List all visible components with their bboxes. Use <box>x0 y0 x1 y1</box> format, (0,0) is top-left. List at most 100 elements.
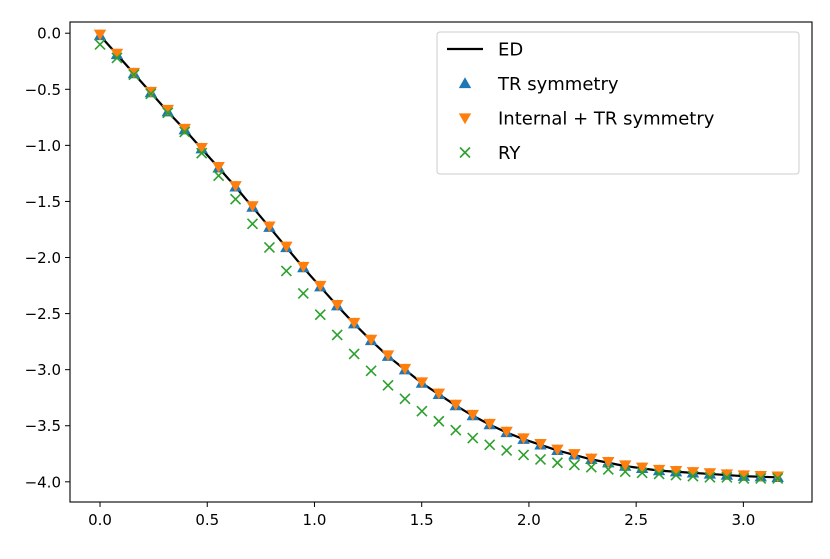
data-point-internal-tr-symmetry <box>297 261 310 273</box>
data-point-internal-tr-symmetry <box>635 462 649 474</box>
data-point-internal-tr-symmetry <box>280 241 293 253</box>
data-point-ry-stroke-b <box>246 218 259 230</box>
legend-box <box>436 31 800 175</box>
data-point-internal-tr-symmetry <box>568 449 581 460</box>
data-point-ry <box>263 241 276 253</box>
y-tick-label: 0.0 <box>37 25 61 43</box>
plot-area <box>93 29 784 485</box>
data-point-ry <box>145 88 157 100</box>
data-point-ry <box>280 265 292 277</box>
data-point-ry <box>568 459 580 471</box>
legend-item-internal-tr-symmetry: Internal + TR symmetry <box>458 109 715 130</box>
data-point-ry-stroke-b <box>636 467 648 479</box>
data-point-ry <box>297 287 309 299</box>
data-point-ry <box>670 469 682 481</box>
data-point-ry <box>365 365 377 377</box>
data-point-ry-stroke-b <box>263 241 276 253</box>
data-point-ry-stroke-b <box>162 107 174 119</box>
data-point-ry-stroke-b <box>111 52 123 64</box>
y-tick-label: −2.0 <box>25 249 61 267</box>
data-point-ry-stroke-b <box>755 472 767 485</box>
data-point-internal-tr-symmetry <box>551 444 564 456</box>
x-tick-label: 3.0 <box>731 511 755 529</box>
data-point-ry-stroke-b <box>348 348 360 360</box>
data-point-internal-tr-symmetry <box>246 201 259 213</box>
data-point-internal-tr-symmetry <box>398 363 412 375</box>
data-point-ry <box>738 472 750 485</box>
data-point-internal-tr-symmetry <box>652 464 666 476</box>
data-point-internal-tr-symmetry <box>415 377 429 389</box>
legend-marker-swatch <box>458 113 472 125</box>
data-point-ry-stroke-b <box>484 439 496 451</box>
data-point-ry-stroke-b <box>450 424 462 436</box>
data-point-ry <box>467 432 479 444</box>
data-point-internal-tr-symmetry <box>449 399 462 411</box>
data-point-ry <box>602 463 614 476</box>
data-point-ry <box>111 52 123 64</box>
legend-marker-swatch <box>459 146 471 159</box>
data-point-ry-stroke-b <box>382 379 394 391</box>
legend-label: Internal + TR symmetry <box>498 109 715 130</box>
y-tick-label: −1.0 <box>25 137 61 155</box>
data-point-ry <box>450 424 462 436</box>
data-point-ry <box>653 468 665 480</box>
data-point-ry-stroke-b <box>297 287 309 299</box>
legend-label: TR symmetry <box>497 74 619 95</box>
data-point-internal-tr-symmetry <box>517 433 530 445</box>
data-point-ry <box>128 69 140 81</box>
data-point-ry-stroke-b <box>517 449 530 461</box>
data-point-ry-stroke-b <box>721 471 733 483</box>
data-point-internal-tr-symmetry <box>534 439 547 450</box>
data-point-ry-stroke-b <box>670 469 682 481</box>
data-point-internal-tr-symmetry <box>314 280 327 292</box>
data-point-internal-tr-symmetry <box>619 460 632 472</box>
data-point-ry-stroke-b <box>602 463 614 476</box>
data-point-internal-tr-symmetry <box>93 29 107 41</box>
x-tick-label: 0.0 <box>88 511 112 529</box>
data-point-internal-tr-symmetry <box>585 453 598 465</box>
data-point-ry-stroke-b <box>399 393 411 405</box>
data-point-internal-tr-symmetry <box>686 467 700 478</box>
data-point-ry-stroke-b <box>585 461 597 473</box>
data-point-ry-stroke-b <box>179 126 191 138</box>
data-point-ry-stroke-b <box>365 365 377 377</box>
data-point-ry <box>534 453 547 465</box>
data-point-ry <box>517 449 530 461</box>
data-point-internal-tr-symmetry <box>737 470 751 482</box>
data-point-ry <box>196 147 208 159</box>
legend-label: RY <box>498 143 521 164</box>
y-tick-label: −3.0 <box>25 361 61 379</box>
data-point-internal-tr-symmetry <box>364 334 378 346</box>
data-point-ry-stroke-b <box>704 471 716 483</box>
data-point-internal-tr-symmetry <box>466 409 479 421</box>
data-point-ry <box>331 329 343 341</box>
data-point-internal-tr-symmetry <box>483 418 496 430</box>
legend-item-ed: ED <box>447 40 523 61</box>
data-point-ry <box>94 38 106 50</box>
x-tick-label: 2.0 <box>517 511 541 529</box>
data-point-ry <box>619 466 631 478</box>
data-point-internal-tr-symmetry <box>161 104 174 116</box>
data-point-ry-stroke-b <box>619 466 631 478</box>
data-point-ry <box>501 444 513 456</box>
data-point-internal-tr-symmetry <box>178 123 191 135</box>
data-point-ry-stroke-b <box>314 309 326 321</box>
data-point-ry-stroke-b <box>467 432 479 444</box>
y-tick-label: −1.5 <box>25 193 61 211</box>
data-point-internal-tr-symmetry <box>720 469 734 481</box>
data-point-ry-stroke-b <box>213 170 225 182</box>
data-point-ry-stroke-b <box>433 415 445 427</box>
data-point-internal-tr-symmetry <box>331 299 344 311</box>
data-point-internal-tr-symmetry <box>263 221 276 233</box>
data-point-ry <box>433 415 445 427</box>
series-internal-tr-symmetry <box>93 29 784 483</box>
data-point-ry <box>484 439 496 451</box>
data-point-ry-stroke-b <box>534 453 547 465</box>
data-point-internal-tr-symmetry <box>110 48 124 60</box>
data-point-ry <box>229 193 242 205</box>
data-point-ry <box>213 170 225 182</box>
data-point-ry-stroke-b <box>653 468 665 480</box>
legend-item-ry: RY <box>459 143 521 164</box>
data-point-ry <box>399 393 411 405</box>
